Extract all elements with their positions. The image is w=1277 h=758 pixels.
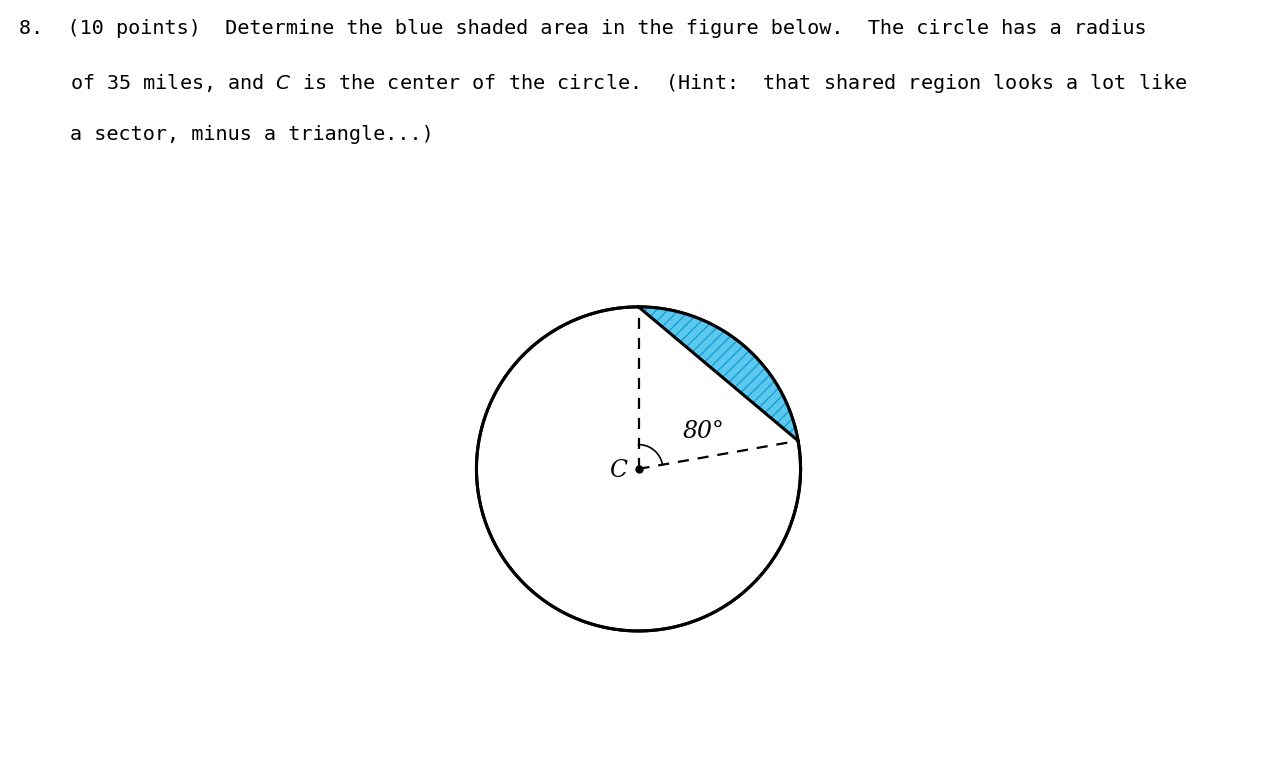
Text: C: C — [609, 459, 627, 482]
Polygon shape — [638, 307, 798, 440]
Text: of 35 miles, and $C$ is the center of the circle.  (Hint:  that shared region lo: of 35 miles, and $C$ is the center of th… — [70, 72, 1188, 95]
Text: 8.  (10 points)  Determine the blue shaded area in the figure below.  The circle: 8. (10 points) Determine the blue shaded… — [19, 19, 1147, 38]
Text: a sector, minus a triangle...): a sector, minus a triangle...) — [70, 125, 434, 144]
Text: 80°: 80° — [683, 420, 725, 443]
